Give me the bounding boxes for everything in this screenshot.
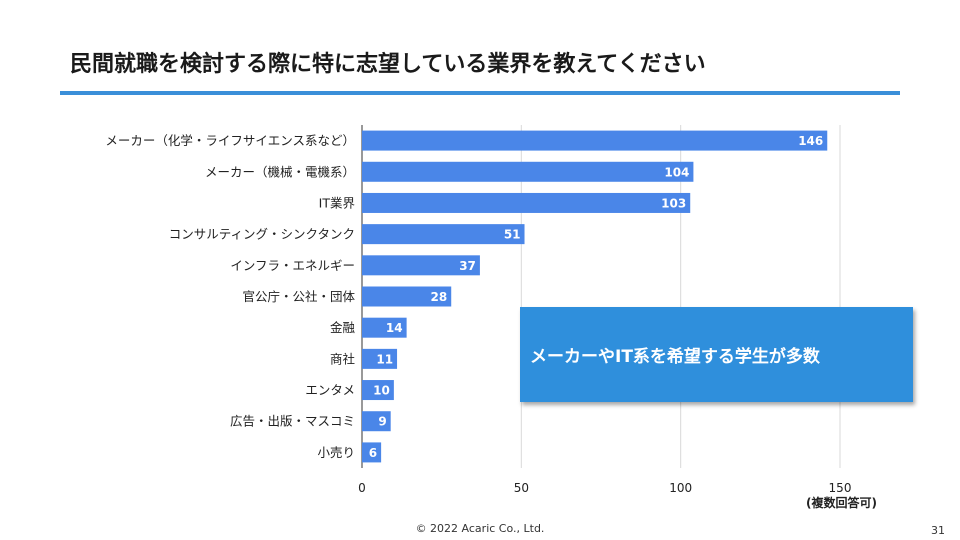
data-label: 104	[664, 165, 689, 179]
category-label: 官公庁・公社・団体	[242, 289, 355, 304]
category-label: 小売り	[317, 445, 355, 460]
callout-box: メーカーやIT系を希望する学生が多数	[520, 307, 913, 402]
data-label: 51	[504, 228, 521, 242]
category-label: 金融	[330, 320, 356, 335]
bar	[362, 286, 452, 307]
bar	[362, 224, 525, 245]
callout-text: メーカーやIT系を希望する学生が多数	[530, 347, 820, 367]
bar	[362, 161, 694, 182]
bar	[362, 442, 382, 463]
data-label: 14	[386, 321, 403, 335]
category-label: メーカー（機械・電機系）	[205, 164, 355, 179]
category-label: インフラ・エネルギー	[230, 258, 355, 273]
bar	[362, 130, 828, 151]
category-label: 商社	[330, 351, 355, 366]
data-label: 6	[369, 446, 377, 460]
data-label: 146	[798, 134, 823, 148]
slide-title: 民間就職を検討する際に特に志望している業界を教えてください	[70, 52, 706, 77]
page-number: 31	[931, 524, 945, 537]
bar	[362, 192, 691, 213]
bar	[362, 411, 391, 432]
x-tick-label: 100	[669, 481, 692, 495]
multiple-answer-note: (複数回答可)	[806, 496, 877, 510]
bar	[362, 348, 398, 369]
data-label: 9	[378, 415, 386, 429]
bar	[362, 255, 480, 276]
data-label: 28	[431, 290, 448, 304]
category-label: 広告・出版・マスコミ	[230, 414, 355, 429]
title-underline	[60, 91, 900, 95]
x-tick-label: 50	[514, 481, 529, 495]
category-label: IT業界	[319, 195, 356, 210]
data-label: 37	[459, 259, 476, 273]
data-label: 10	[373, 384, 390, 398]
copyright-footer: © 2022 Acaric Co., Ltd.	[415, 522, 545, 535]
bar	[362, 317, 407, 338]
category-label: コンサルティング・シンクタンク	[169, 227, 355, 242]
bar	[362, 380, 394, 401]
x-tick-label: 150	[829, 481, 852, 495]
x-tick-label: 0	[358, 481, 366, 495]
category-label: エンタメ	[305, 383, 355, 398]
data-label: 11	[376, 352, 393, 366]
data-label: 103	[661, 196, 686, 210]
category-label: メーカー（化学・ライフサイエンス系など）	[105, 133, 355, 148]
